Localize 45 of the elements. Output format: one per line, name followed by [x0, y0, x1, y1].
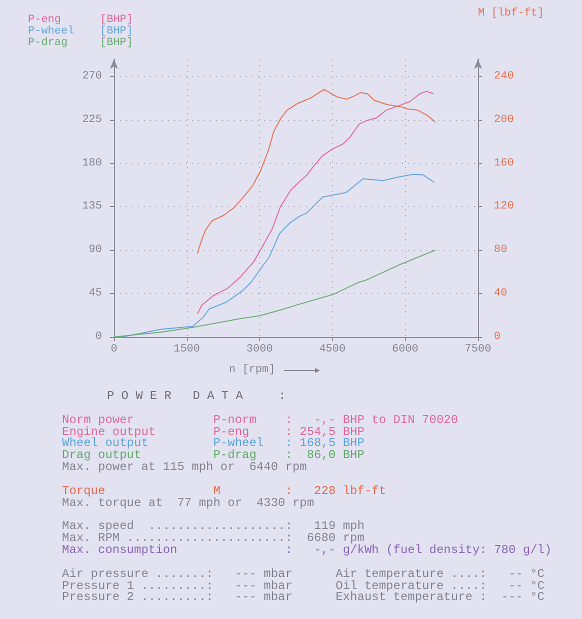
line-series [196, 90, 434, 314]
y2-tick-label: 80 [494, 244, 508, 256]
text: P-eng [28, 14, 62, 26]
y2-tick-label: 200 [494, 114, 514, 126]
y2-tick-label: 120 [494, 200, 514, 213]
y-tick-label: 45 [88, 288, 102, 300]
y-tick-label: 180 [82, 157, 102, 170]
text: Air pressure .......: --- mbar Air temperature ....: -- °C [62, 566, 544, 581]
y2-tick-label: 0 [494, 331, 501, 343]
y-tick-label: 270 [82, 70, 102, 82]
y2-tick-label: 40 [494, 288, 508, 300]
text: Torque M : 228 lbf-ft [62, 484, 386, 498]
y-tick-label: 90 [88, 244, 102, 256]
y2-tick-label: 240 [494, 70, 514, 82]
x-axis-title: n [rpm] [229, 364, 276, 376]
x-tick-label: 3000 [246, 344, 273, 356]
y2-axis-title: M [lbf-ft] [478, 8, 544, 20]
x-tick-label: 1500 [174, 344, 200, 356]
text: Drag output P-drag : 86,0 BHP [62, 448, 364, 462]
text: Pressure 1 .........: --- mbar Oil temperature ....: -- °C [62, 578, 544, 592]
x-tick-label: 0 [110, 344, 118, 356]
y-tick-label: 0 [95, 331, 102, 343]
y-tick-label: 225 [82, 114, 102, 126]
y-tick-label: 135 [82, 200, 102, 213]
text: Max. RPM ......................: 6680 rpm [62, 531, 364, 546]
x-tick-label: 4500 [319, 344, 346, 356]
text: Max. power at 115 mph or 6440 rpm [62, 460, 307, 474]
text: Wheel output P-wheel : 168,5 BHP [62, 436, 364, 450]
line-series [114, 174, 435, 338]
text: Norm power P-norm : -,- BHP to DIN 70020 [62, 412, 458, 427]
y2-tick-label: 160 [494, 157, 514, 170]
text: [BHP] [100, 25, 134, 38]
text: Pressure 2 .........: --- mbar Exhaust temperature : --- °C [62, 590, 544, 604]
text: Max. consumption : -,- g/kWh (fuel density: 780 g/l) [62, 542, 552, 557]
x-tick-label: 6000 [392, 344, 418, 356]
text: Max. torque at 77 mph or 4330 rpm [62, 496, 314, 510]
text: Max. speed ...................: 119 mph [62, 519, 364, 534]
line-series [196, 88, 436, 254]
x-tick-label: 7500 [464, 344, 492, 356]
text: [BHP] [100, 14, 134, 26]
text: POWER DATA : [107, 389, 293, 403]
text: P-wheel [28, 25, 74, 38]
y-axis-title: [BHP] [100, 36, 134, 49]
line-series [114, 250, 436, 338]
text: P-drag [28, 36, 68, 49]
